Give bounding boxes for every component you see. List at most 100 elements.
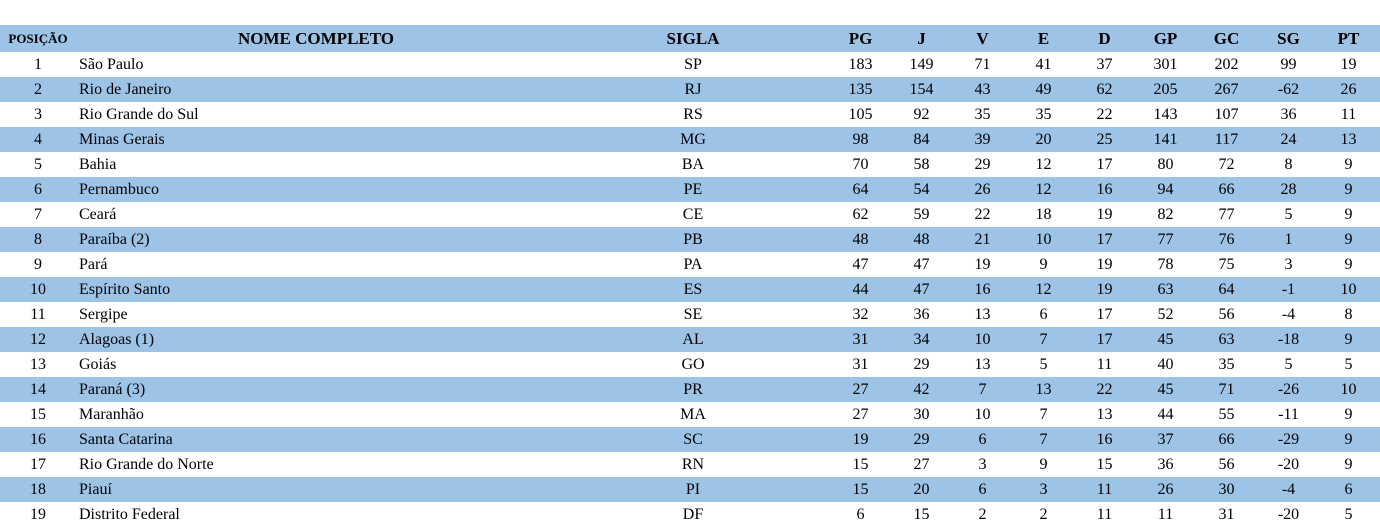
d: 17 xyxy=(1096,306,1113,323)
full-name: Rio de Janeiro xyxy=(79,81,172,98)
abbreviation: RN xyxy=(681,456,705,473)
sg: -18 xyxy=(1277,331,1300,348)
table-row: 3 Rio Grande do Sul RS 105 92 35 35 22 143 107 36 1… xyxy=(0,102,1380,127)
j: 58 xyxy=(913,156,930,173)
header-pg: PG xyxy=(848,29,873,48)
pt: 9 xyxy=(1344,406,1353,423)
header-position: POSIÇÃO xyxy=(8,31,68,46)
gp: 205 xyxy=(1153,81,1178,98)
v: 21 xyxy=(974,231,991,248)
pt: 11 xyxy=(1340,106,1357,123)
gp: 78 xyxy=(1157,256,1174,273)
position: 6 xyxy=(34,181,42,198)
header-e: E xyxy=(1037,29,1050,48)
position: 12 xyxy=(30,331,46,348)
pt: 5 xyxy=(1344,356,1353,373)
j: 59 xyxy=(913,206,930,223)
gp: 301 xyxy=(1153,56,1178,73)
full-name: São Paulo xyxy=(79,56,144,73)
e: 13 xyxy=(1035,381,1052,398)
pg: 15 xyxy=(852,481,869,498)
gp: 77 xyxy=(1157,231,1174,248)
v: 29 xyxy=(974,156,991,173)
abbreviation: PI xyxy=(685,481,701,498)
gp: 52 xyxy=(1157,306,1174,323)
position: 4 xyxy=(34,131,42,148)
pt: 9 xyxy=(1344,331,1353,348)
full-name: Rio Grande do Norte xyxy=(79,456,214,473)
e: 12 xyxy=(1035,281,1052,298)
table-row: 9 Pará PA 47 47 19 9 19 78 75 3 9 xyxy=(0,252,1380,277)
v: 3 xyxy=(978,456,987,473)
d: 13 xyxy=(1096,406,1113,423)
e: 18 xyxy=(1035,206,1052,223)
sg: -4 xyxy=(1281,306,1296,323)
pt: 6 xyxy=(1344,481,1353,498)
pg: 27 xyxy=(852,406,869,423)
j: 30 xyxy=(913,406,930,423)
v: 10 xyxy=(974,406,991,423)
position: 13 xyxy=(30,356,46,373)
gc: 76 xyxy=(1218,231,1235,248)
gc: 63 xyxy=(1218,331,1235,348)
abbreviation: CE xyxy=(682,206,704,223)
gp: 143 xyxy=(1153,106,1178,123)
table-row: 19 Distrito Federal DF 6 15 2 2 11 11 31 -20 5 xyxy=(0,502,1380,526)
e: 12 xyxy=(1035,156,1052,173)
gp: 82 xyxy=(1157,206,1174,223)
position: 8 xyxy=(34,231,42,248)
sg: -1 xyxy=(1281,281,1296,298)
full-name: Paraíba (2) xyxy=(79,231,150,248)
pg: 31 xyxy=(852,331,869,348)
pt: 9 xyxy=(1344,431,1353,448)
pg: 32 xyxy=(852,306,869,323)
pg: 64 xyxy=(852,181,869,198)
j: 42 xyxy=(913,381,930,398)
v: 39 xyxy=(974,131,991,148)
full-name: Santa Catarina xyxy=(79,431,173,448)
sg: -29 xyxy=(1277,431,1300,448)
abbreviation: RS xyxy=(683,106,703,123)
header-v: V xyxy=(976,29,989,48)
table-row: 7 Ceará CE 62 59 22 18 19 82 77 5 9 xyxy=(0,202,1380,227)
table-row: 11 Sergipe SE 32 36 13 6 17 52 56 -4 8 xyxy=(0,302,1380,327)
e: 49 xyxy=(1035,81,1052,98)
j: 92 xyxy=(913,106,930,123)
gp: 26 xyxy=(1157,481,1174,498)
table-row: 6 Pernambuco PE 64 54 26 12 16 94 66 28 9 xyxy=(0,177,1380,202)
full-name: Alagoas (1) xyxy=(79,331,155,348)
gc: 107 xyxy=(1214,106,1239,123)
d: 62 xyxy=(1096,81,1113,98)
pg: 47 xyxy=(852,256,869,273)
position: 2 xyxy=(34,81,42,98)
gc: 64 xyxy=(1218,281,1235,298)
pt: 9 xyxy=(1344,456,1353,473)
pg: 183 xyxy=(848,56,873,73)
d: 22 xyxy=(1096,106,1113,123)
pt: 19 xyxy=(1340,56,1357,73)
header-pt: PT xyxy=(1337,29,1360,48)
gc: 66 xyxy=(1218,431,1235,448)
pg: 48 xyxy=(852,231,869,248)
table-row: 5 Bahia BA 70 58 29 12 17 80 72 8 9 xyxy=(0,152,1380,177)
sg: 3 xyxy=(1284,256,1293,273)
header-gc: GC xyxy=(1213,29,1240,48)
pg: 44 xyxy=(852,281,869,298)
pg: 31 xyxy=(852,356,869,373)
v: 19 xyxy=(974,256,991,273)
table-row: 8 Paraíba (2) PB 48 48 21 10 17 77 76 1 9 xyxy=(0,227,1380,252)
table-row: 1 São Paulo SP 183 149 71 41 37 301 202 99 19 xyxy=(0,52,1380,77)
pg: 135 xyxy=(848,81,873,98)
pt: 9 xyxy=(1344,231,1353,248)
position: 11 xyxy=(30,306,46,323)
e: 41 xyxy=(1035,56,1052,73)
abbreviation: GO xyxy=(681,356,705,373)
pg: 98 xyxy=(852,131,869,148)
gp: 45 xyxy=(1157,381,1174,398)
gc: 72 xyxy=(1218,156,1235,173)
full-name: Maranhão xyxy=(79,406,144,423)
gc: 117 xyxy=(1214,131,1239,148)
header-abbreviation: SIGLA xyxy=(666,29,720,48)
abbreviation: PR xyxy=(683,381,703,398)
v: 2 xyxy=(978,506,987,523)
